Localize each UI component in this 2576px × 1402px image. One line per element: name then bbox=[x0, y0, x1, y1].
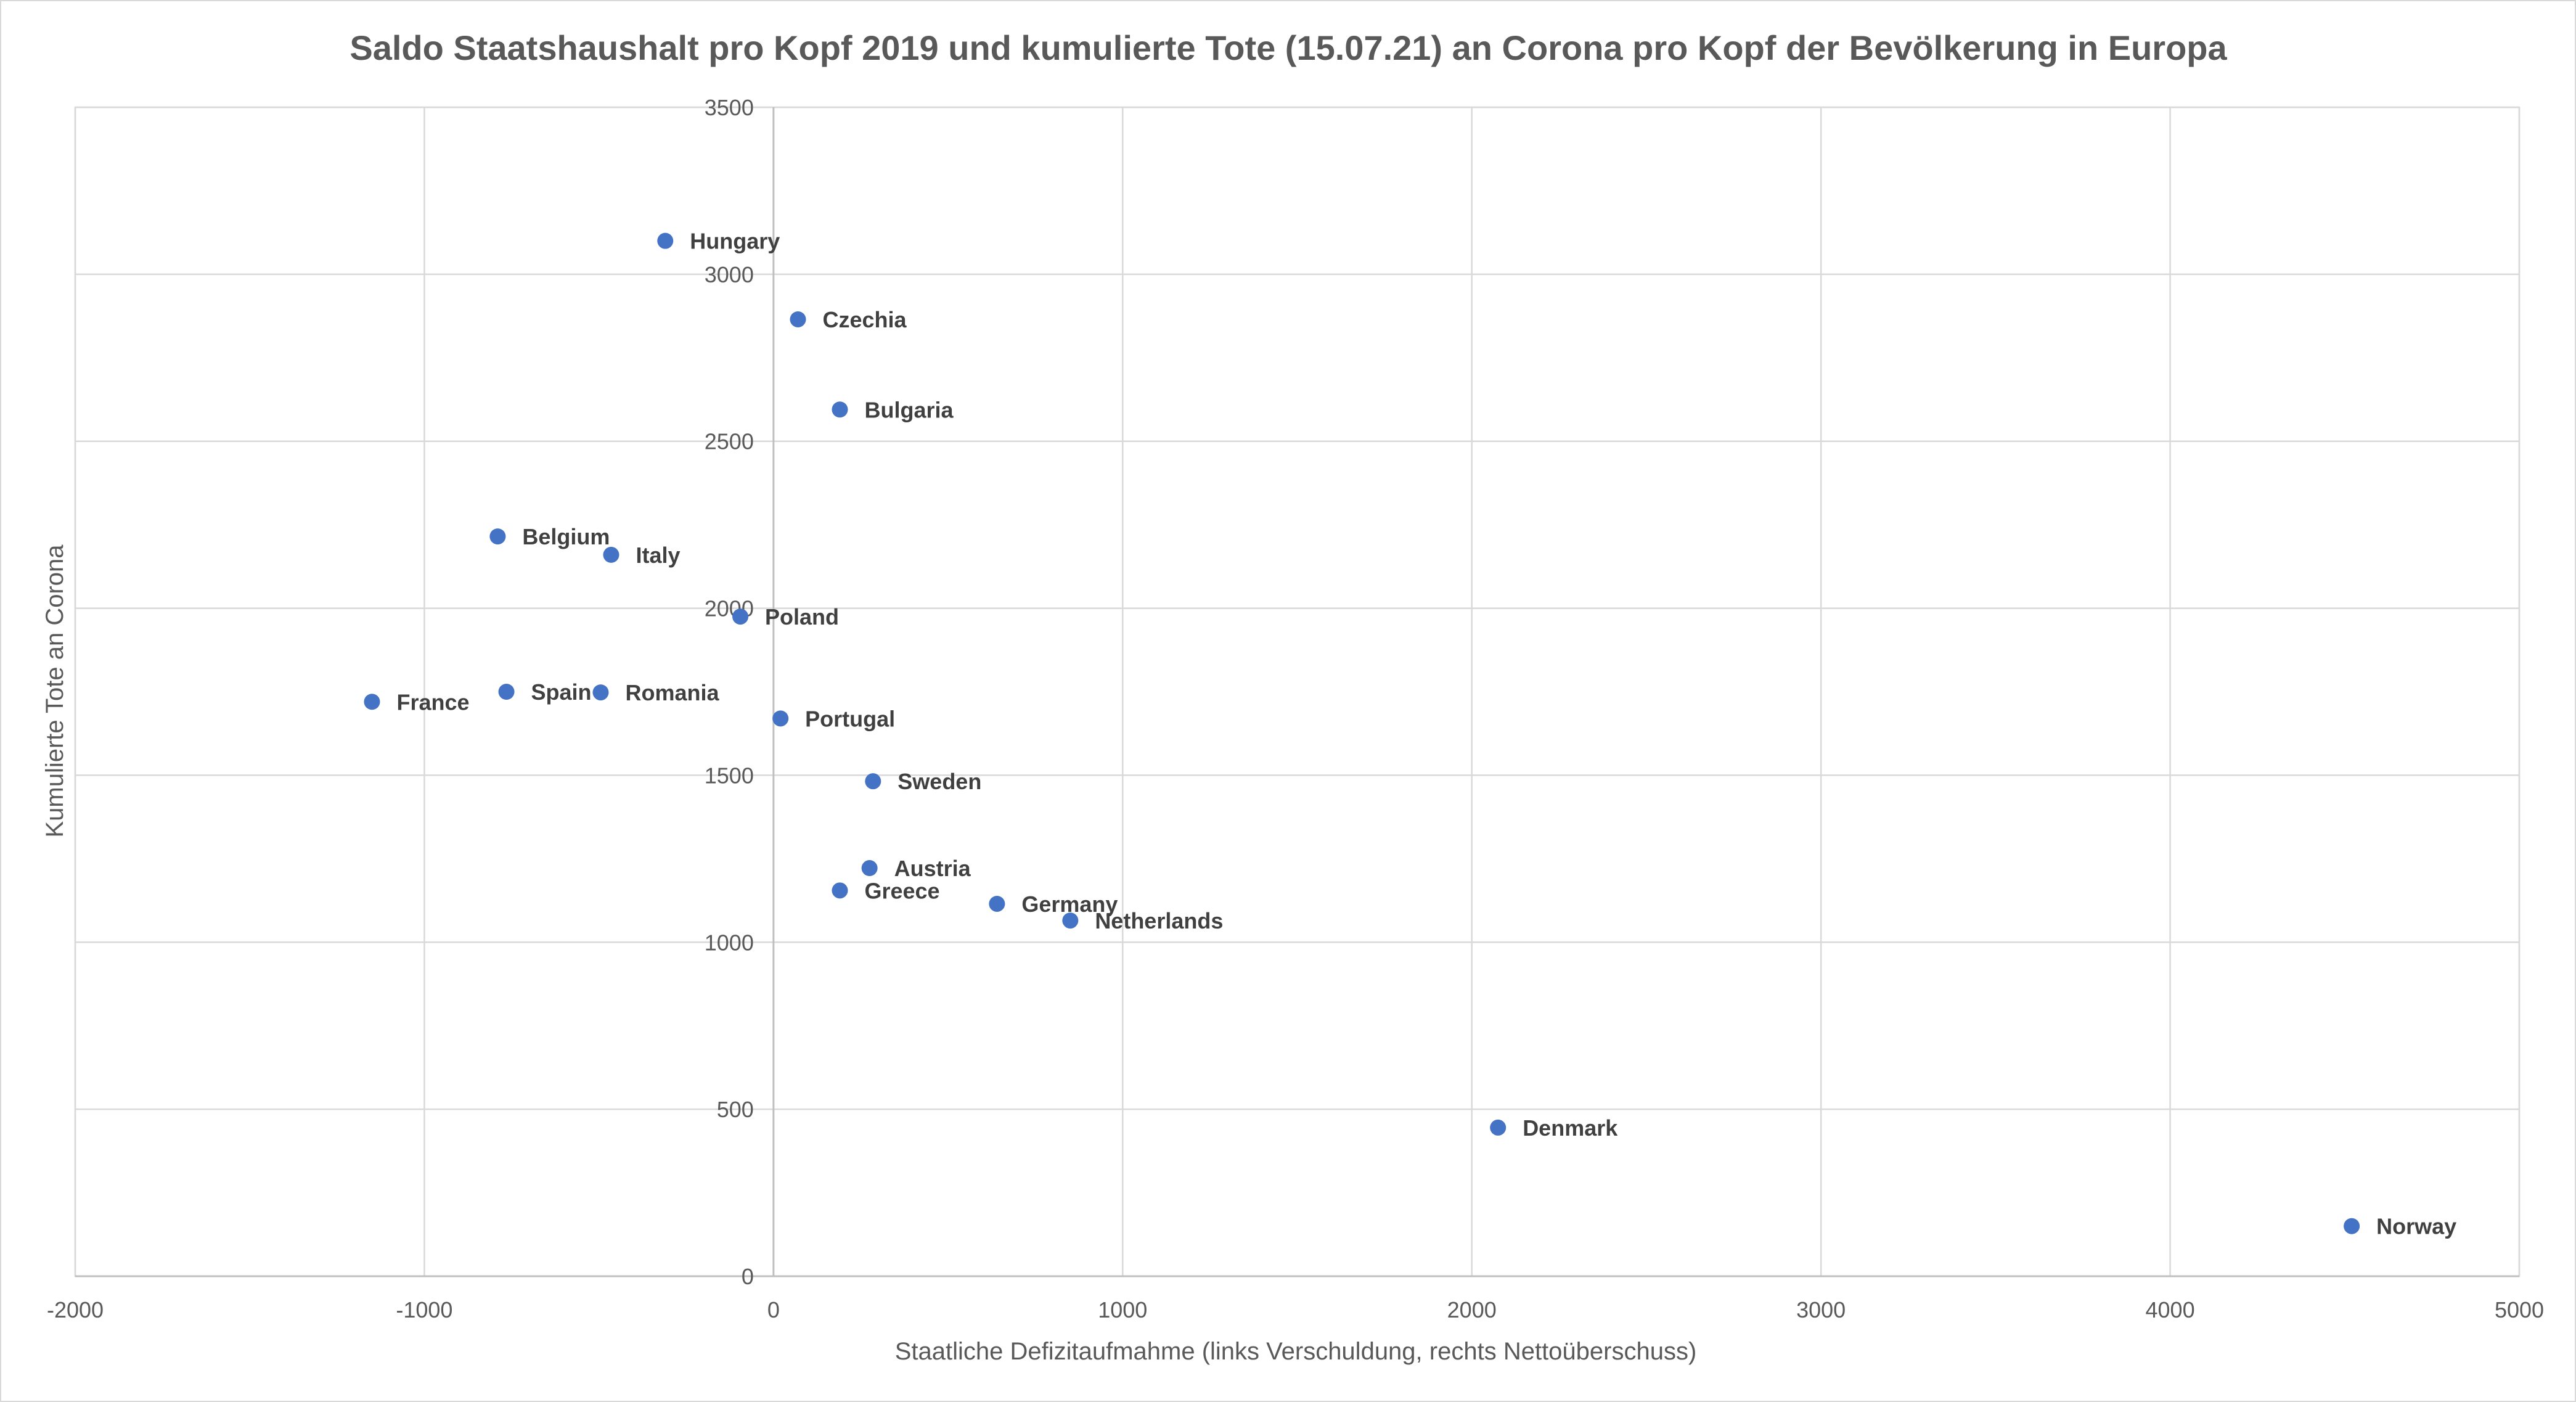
data-point bbox=[832, 401, 848, 418]
y-tick-label: 3000 bbox=[705, 262, 754, 287]
data-label: Denmark bbox=[1523, 1115, 1618, 1141]
y-tick-label: 1500 bbox=[705, 763, 754, 788]
data-points bbox=[364, 232, 2360, 1234]
data-point bbox=[364, 694, 380, 710]
x-tick-label: 2000 bbox=[1447, 1297, 1497, 1322]
y-tick-label: 2500 bbox=[705, 429, 754, 454]
data-label: Norway bbox=[2376, 1214, 2456, 1239]
gridlines bbox=[74, 106, 2521, 1277]
x-tick-label: 0 bbox=[767, 1297, 780, 1322]
y-tick-label: 0 bbox=[742, 1264, 754, 1289]
x-axis-label: Staatliche Defizitaufmahme (links Versch… bbox=[895, 1338, 1697, 1365]
data-point bbox=[657, 232, 674, 249]
data-point bbox=[865, 773, 881, 790]
data-point bbox=[498, 684, 515, 700]
data-point bbox=[989, 895, 1005, 912]
data-label: Netherlands bbox=[1095, 908, 1223, 933]
data-point bbox=[489, 528, 506, 545]
data-point bbox=[732, 609, 749, 625]
data-point bbox=[2344, 1218, 2360, 1234]
x-tick-label: 5000 bbox=[2495, 1297, 2544, 1322]
chart-title: Saldo Staatshaushalt pro Kopf 2019 und k… bbox=[350, 28, 2227, 67]
data-label: Bulgaria bbox=[864, 397, 954, 422]
data-label: Poland bbox=[765, 604, 839, 629]
data-labels: Hungary Czechia Bulgaria Belgium Italy Poland… bbox=[396, 229, 2456, 1239]
data-label: Germany bbox=[1021, 892, 1118, 917]
data-point bbox=[592, 684, 609, 701]
axes bbox=[75, 107, 2519, 1277]
y-tick-label: 1000 bbox=[705, 930, 754, 955]
data-point bbox=[832, 882, 848, 899]
data-label: Czechia bbox=[823, 307, 907, 332]
x-tick-label: 4000 bbox=[2146, 1297, 2195, 1322]
y-tick-label: 3500 bbox=[705, 95, 754, 120]
data-label: France bbox=[396, 689, 469, 715]
data-label: Austria bbox=[894, 856, 971, 881]
y-tick-label: 500 bbox=[717, 1097, 754, 1122]
data-point bbox=[1062, 912, 1079, 929]
data-label: Italy bbox=[636, 543, 680, 568]
data-point bbox=[772, 710, 789, 727]
x-tick-label: -2000 bbox=[47, 1297, 104, 1322]
data-label: Belgium bbox=[522, 524, 610, 549]
data-point bbox=[790, 311, 806, 327]
tick-labels: -2000 -1000 0 1000 2000 3000 4000 5000 0 500 1000 1… bbox=[47, 95, 2544, 1322]
data-point bbox=[861, 860, 878, 877]
data-label: Sweden bbox=[898, 769, 981, 794]
data-label: Romania bbox=[625, 680, 719, 705]
x-tick-label: -1000 bbox=[396, 1297, 452, 1322]
x-tick-label: 1000 bbox=[1098, 1297, 1147, 1322]
data-label: Greece bbox=[864, 878, 939, 903]
data-point bbox=[1490, 1119, 1507, 1136]
data-label: Hungary bbox=[690, 229, 780, 254]
y-axis-label: Kumulierte Tote an Corona bbox=[41, 544, 68, 838]
data-label: Spain bbox=[531, 679, 592, 705]
x-tick-label: 3000 bbox=[1796, 1297, 1846, 1322]
data-label: Portugal bbox=[805, 706, 895, 731]
data-point bbox=[603, 546, 619, 563]
